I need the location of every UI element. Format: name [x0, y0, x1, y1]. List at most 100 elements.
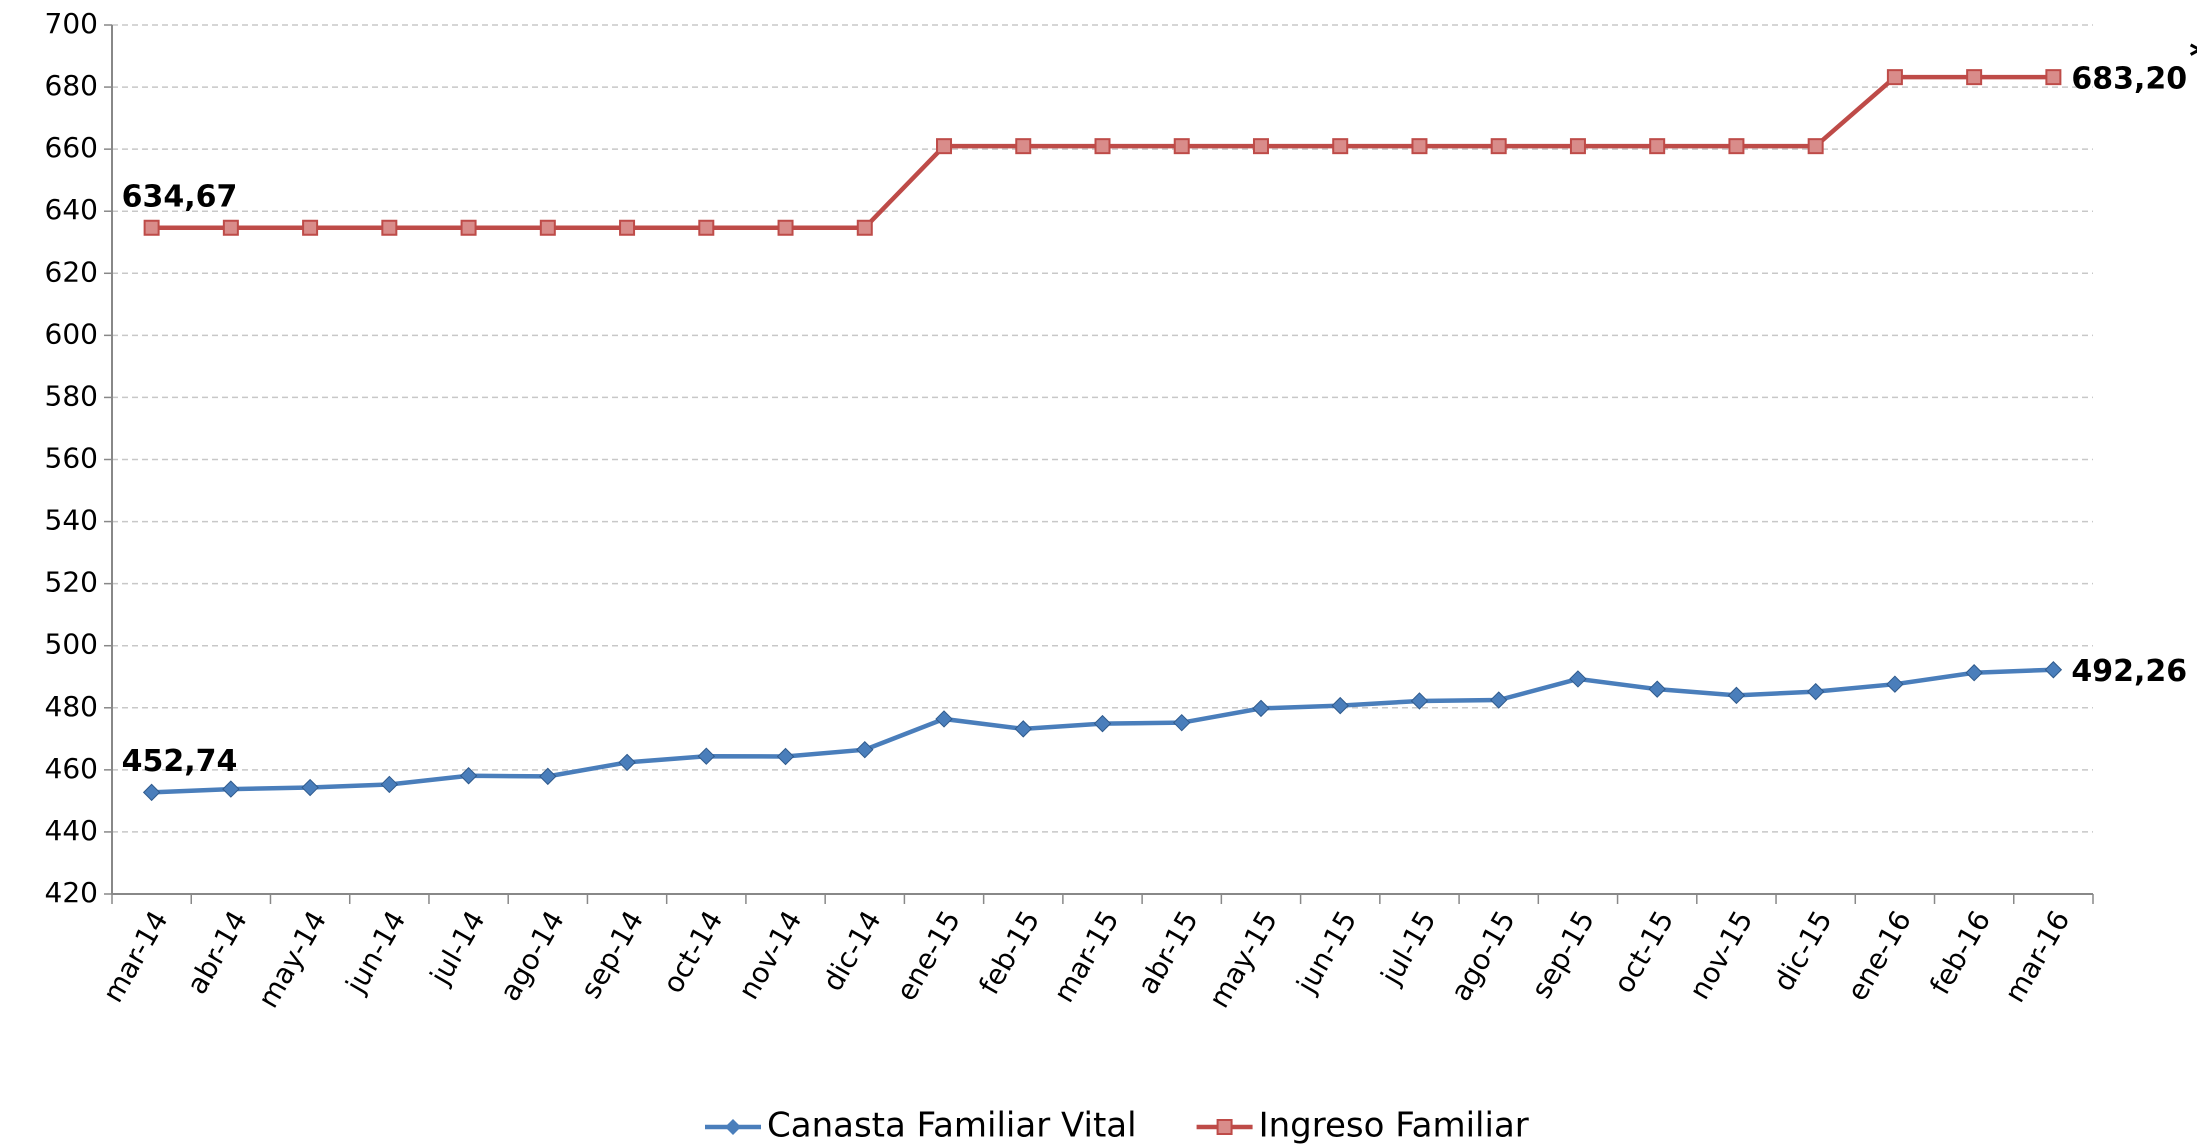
marker [2045, 69, 2062, 86]
y-tick-label: 660 [45, 131, 98, 164]
marker [1569, 138, 1586, 155]
y-tick-label: 600 [45, 317, 98, 350]
marker [381, 219, 398, 236]
marker [1094, 138, 1111, 155]
y-tick-label: 640 [45, 193, 98, 226]
y-tick-label: 580 [45, 379, 98, 412]
marker [222, 219, 239, 236]
x-tick-label: ago-14 [493, 905, 571, 1007]
marker [936, 138, 953, 155]
marker [1806, 682, 1825, 701]
marker [697, 747, 716, 765]
x-tick-label: ago-15 [1444, 905, 1522, 1007]
marker [856, 219, 873, 236]
marker [1411, 138, 1428, 155]
x-tick-label: may-15 [1202, 905, 1284, 1014]
marker [1252, 699, 1270, 718]
marker [459, 767, 478, 785]
marker [1965, 664, 1983, 682]
marker [1886, 69, 1903, 86]
y-tick-label: 480 [45, 690, 98, 723]
y-tick-label: 700 [45, 7, 98, 40]
marker [935, 710, 953, 728]
marker [698, 219, 715, 236]
y-tick-label: 420 [45, 876, 98, 909]
x-tick-label: sep-14 [574, 905, 650, 1004]
marker [777, 219, 794, 236]
x-tick-label: mar-15 [1047, 905, 1126, 1008]
marker [1093, 714, 1112, 733]
value-label: 683,20 [2071, 62, 2187, 97]
marker [1331, 696, 1349, 715]
marker [539, 767, 557, 786]
y-tick-label: 560 [45, 442, 98, 475]
marker [460, 219, 477, 236]
marker [539, 219, 556, 236]
legend-label: Canasta Familiar Vital [767, 1106, 1137, 1146]
marker [619, 219, 636, 236]
y-tick-label: 540 [45, 504, 98, 537]
value-label: 452,74 [122, 744, 238, 779]
marker [856, 740, 874, 759]
x-tick-label: feb-16 [1923, 905, 1997, 1000]
x-tick-label: nov-15 [1683, 905, 1760, 1005]
marker [222, 780, 240, 798]
marker [1410, 692, 1429, 710]
marker [1886, 675, 1904, 693]
x-tick-label: dic-14 [816, 905, 888, 997]
x-tick-label: mar-16 [1998, 905, 2077, 1008]
marker [618, 753, 636, 772]
marker [776, 747, 795, 766]
marker [1332, 138, 1349, 155]
x-tick-label: jun-15 [1290, 905, 1364, 999]
legend-label: Ingreso Familiar [1259, 1106, 1529, 1146]
x-tick-label: feb-15 [972, 905, 1046, 1000]
x-tick-label: may-14 [251, 905, 333, 1014]
value-label: 634,67 [122, 179, 238, 214]
marker [1728, 138, 1745, 155]
marker [302, 219, 319, 236]
x-tick-label: abr-15 [1131, 905, 1205, 1000]
x-tick-label: ene-15 [889, 905, 967, 1006]
y-tick-label: 500 [45, 628, 98, 661]
annotation: * [2189, 34, 2197, 80]
x-tick-label: mar-14 [96, 905, 175, 1008]
x-tick-label: abr-14 [180, 905, 254, 1000]
legend-marker [1216, 1119, 1233, 1135]
y-tick-label: 680 [45, 69, 98, 102]
y-tick-label: 520 [45, 566, 98, 599]
marker [1569, 670, 1587, 688]
value-label: 492,26 [2071, 654, 2187, 689]
marker [380, 775, 399, 794]
legend-marker [725, 1119, 741, 1135]
marker [1648, 680, 1666, 698]
x-tick-label: oct-14 [656, 905, 729, 999]
x-tick-label: jul-15 [1374, 905, 1443, 991]
x-tick-label: ene-16 [1840, 905, 1918, 1006]
marker [1014, 720, 1032, 738]
y-tick-label: 440 [45, 814, 98, 847]
x-tick-label: nov-14 [732, 905, 809, 1005]
marker [1649, 138, 1666, 155]
x-tick-label: jun-14 [339, 905, 413, 999]
marker [1727, 686, 1746, 705]
x-tick-label: jul-14 [423, 905, 492, 991]
x-tick-label: oct-15 [1607, 905, 1680, 999]
y-tick-label: 620 [45, 255, 98, 288]
marker [1490, 138, 1507, 155]
marker [301, 778, 319, 797]
marker [142, 783, 161, 802]
marker [1173, 138, 1190, 155]
marker [1807, 138, 1824, 155]
marker [1173, 713, 1191, 732]
x-tick-label: sep-15 [1525, 905, 1601, 1004]
marker [143, 219, 160, 236]
marker [1252, 138, 1269, 155]
marker [2044, 661, 2063, 679]
x-tick-label: dic-15 [1767, 905, 1839, 997]
marker [1015, 138, 1032, 155]
y-tick-label: 460 [45, 752, 98, 785]
marker [1966, 69, 1983, 86]
marker [1489, 691, 1508, 709]
